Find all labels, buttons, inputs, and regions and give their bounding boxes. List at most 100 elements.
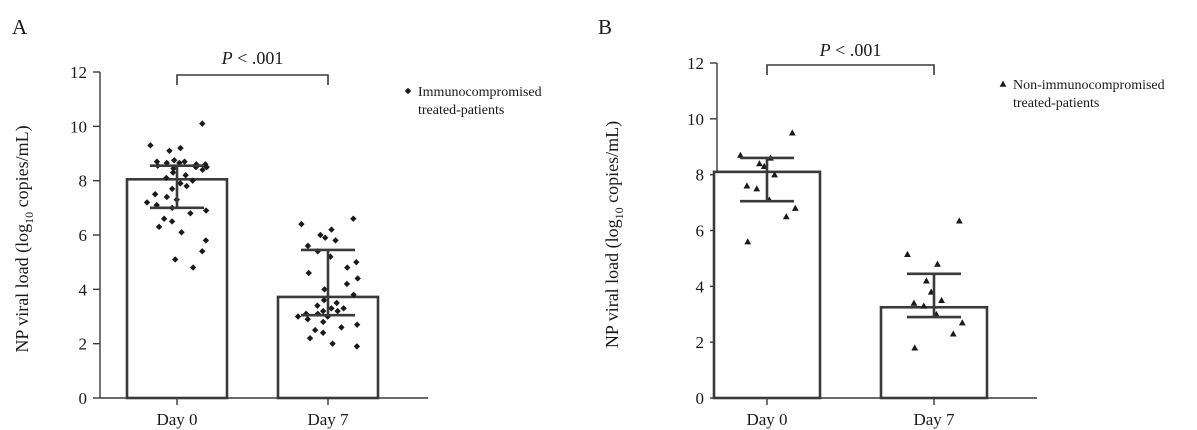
data-point	[182, 172, 189, 179]
significance-label: P < .001	[221, 48, 284, 68]
data-point	[910, 299, 918, 306]
data-point	[920, 302, 928, 309]
bar-day0	[712, 170, 822, 400]
data-point	[183, 182, 190, 190]
data-point	[329, 340, 336, 347]
data-point	[737, 151, 744, 158]
data-point	[169, 169, 177, 176]
data-point	[143, 199, 151, 206]
data-point	[202, 207, 210, 214]
x-category-label: Day 7	[307, 410, 349, 429]
data-point	[168, 218, 176, 225]
data-point	[298, 220, 305, 228]
y-axis-label: NP viral load (log10 copies/mL)	[602, 121, 626, 348]
y-tick-label: 0	[79, 389, 88, 408]
x-category-label: Day 7	[913, 410, 955, 429]
data-point	[304, 316, 311, 323]
y-tick-label: 4	[79, 280, 88, 299]
panel-letter-a: A	[12, 15, 28, 39]
data-point	[332, 237, 339, 244]
data-point	[320, 297, 328, 304]
chart-b-svg: B 0 2 4 6 8 10 12 NP viral load (log10 copies/mL…	[598, 15, 1165, 429]
data-point	[904, 250, 911, 257]
data-point	[153, 158, 161, 165]
data-point	[181, 158, 188, 165]
legend-label: treated-patients	[418, 103, 504, 118]
data-point	[744, 238, 752, 245]
data-point	[743, 182, 751, 189]
data-point	[189, 264, 197, 271]
data-point	[163, 174, 170, 182]
data-point	[160, 215, 168, 222]
y-tick-label: 6	[696, 222, 705, 241]
legend-marker-icon	[999, 80, 1007, 87]
data-point	[294, 313, 302, 320]
data-point	[163, 193, 171, 201]
data-point	[343, 280, 351, 288]
y-tick-label: 8	[79, 172, 88, 191]
data-point	[314, 302, 321, 309]
y-tick-label: 12	[687, 54, 704, 73]
data-point	[911, 344, 919, 351]
data-point	[353, 321, 361, 328]
data-point	[350, 291, 357, 298]
data-point	[788, 129, 796, 136]
data-point	[344, 264, 351, 271]
x-category-label: Day 0	[156, 410, 197, 429]
data-point	[338, 324, 345, 331]
data-point	[199, 166, 206, 173]
data-point	[202, 161, 209, 168]
chart-a-svg: A 0 2 4 6 8 10 12 NP viral load (log10 copies/mL…	[12, 15, 542, 429]
data-point	[319, 307, 327, 315]
legend-label: Non-immunocompromised	[1013, 78, 1165, 93]
data-point	[354, 275, 361, 282]
bar-day7	[879, 305, 989, 400]
legend-marker-icon	[404, 87, 412, 95]
data-point	[771, 171, 778, 178]
data-point	[177, 144, 184, 152]
data-point	[311, 326, 319, 334]
data-point	[322, 234, 329, 241]
data-point	[187, 210, 194, 217]
data-point	[955, 217, 963, 224]
y-tick-label: 0	[696, 389, 705, 408]
data-point	[353, 258, 360, 266]
significance-bracket	[176, 74, 329, 85]
data-point	[189, 177, 196, 184]
data-point	[168, 185, 176, 193]
data-point	[202, 237, 210, 244]
data-point	[791, 204, 799, 211]
data-point	[306, 335, 314, 342]
bar-day0	[125, 178, 229, 400]
data-point	[958, 319, 966, 326]
data-point	[178, 229, 185, 236]
data-point	[320, 318, 327, 326]
data-point	[199, 248, 206, 255]
x-category-label: Day 0	[746, 410, 787, 429]
data-point	[166, 147, 173, 154]
data-point	[304, 242, 312, 250]
data-point	[782, 213, 790, 220]
data-point	[934, 260, 941, 267]
panel-letter-b: B	[598, 15, 612, 39]
data-point	[949, 330, 957, 337]
y-tick-label: 8	[696, 166, 705, 185]
chart-panel-b: B 0 2 4 6 8 10 12 NP viral load (log10 copies/mL…	[590, 0, 1197, 430]
data-point	[350, 215, 357, 222]
data-point	[756, 160, 763, 167]
legend-label: treated-patients	[1013, 96, 1099, 111]
y-tick-label: 2	[79, 335, 88, 354]
data-point	[353, 343, 361, 350]
data-point	[317, 231, 324, 239]
y-tick-label: 12	[70, 63, 87, 82]
data-point	[199, 120, 206, 127]
data-point	[938, 296, 945, 304]
data-point	[334, 307, 341, 315]
data-point	[203, 163, 210, 171]
significance-bracket	[766, 64, 935, 75]
y-tick-label: 10	[687, 110, 704, 129]
data-point	[333, 299, 340, 307]
data-point	[147, 142, 154, 149]
data-point	[177, 180, 184, 187]
data-point	[172, 256, 179, 263]
